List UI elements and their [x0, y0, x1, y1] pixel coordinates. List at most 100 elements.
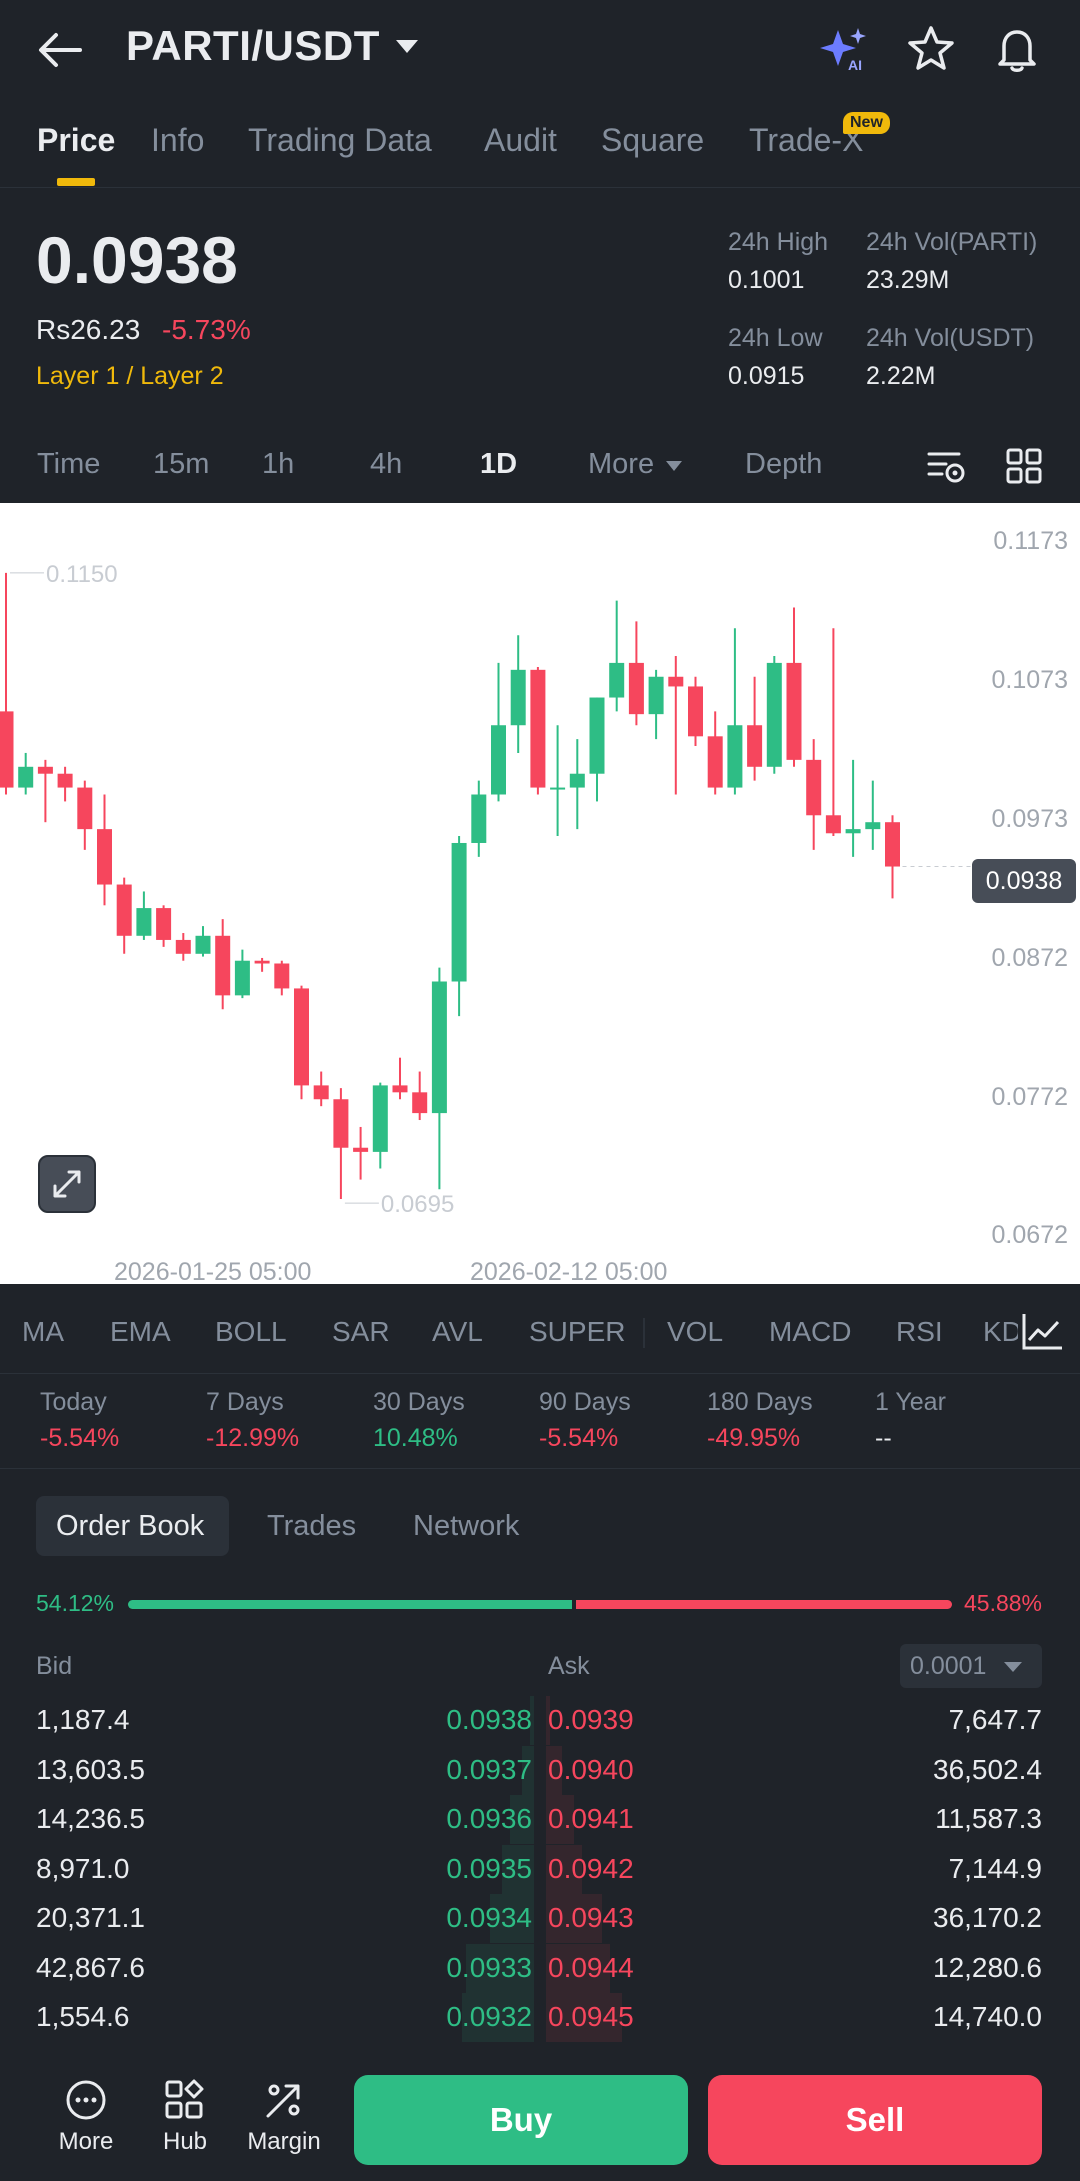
tab-order-book[interactable]: Order Book — [56, 1510, 205, 1542]
bid-depth-bar — [510, 1795, 534, 1844]
candle — [372, 1082, 388, 1169]
tab-info[interactable]: Info — [151, 122, 205, 158]
order-book-row[interactable]: 42,867.6 0.0933 0.0944 12,280.6 — [0, 1943, 1080, 1993]
ask-column-header: Ask — [548, 1652, 590, 1680]
back-arrow-icon[interactable] — [36, 28, 84, 72]
layout-grid-icon[interactable] — [1004, 446, 1044, 486]
perf-value: -12.99% — [206, 1424, 300, 1452]
indicator-rsi[interactable]: RSI — [896, 1316, 943, 1347]
candle — [294, 985, 309, 1100]
perf-value: -5.54% — [40, 1424, 120, 1452]
indicator-macd[interactable]: MACD — [769, 1316, 852, 1347]
candle — [491, 662, 506, 802]
bid-column-header: Bid — [36, 1652, 73, 1680]
tab-square[interactable]: Square — [601, 122, 705, 158]
chart-canvas[interactable]: 0.1150 0.0695 — [0, 503, 1080, 1284]
pair-title[interactable]: PARTI/USDT — [126, 22, 380, 69]
more-dropdown-icon[interactable] — [666, 461, 682, 471]
ai-sparkle-icon[interactable]: AI — [818, 26, 870, 72]
tab-price[interactable]: Price — [37, 122, 116, 158]
candle-body — [0, 711, 14, 788]
interval-depth[interactable]: Depth — [745, 448, 823, 480]
price-tick-label: 0.0973 — [991, 805, 1068, 833]
order-book-row[interactable]: 20,371.1 0.0934 0.0943 36,170.2 — [0, 1894, 1080, 1943]
bid-depth-bar — [502, 1844, 534, 1894]
order-book-row[interactable]: 13,603.5 0.0937 0.0940 36,502.4 — [0, 1745, 1080, 1795]
ask-quantity: 12,280.6 — [933, 1951, 1042, 1983]
margin-icon — [266, 2084, 300, 2118]
chevron-down-icon[interactable] — [1004, 1662, 1022, 1672]
precision-value[interactable]: 0.0001 — [910, 1652, 987, 1680]
order-book-row[interactable]: 8,971.0 0.0935 0.0942 7,144.9 — [0, 1844, 1080, 1894]
order-book-row[interactable]: 1,187.4 0.0938 0.0939 7,647.7 — [0, 1696, 1080, 1745]
candle — [806, 739, 822, 850]
candle — [589, 697, 605, 802]
candle-body — [747, 725, 763, 767]
candle — [885, 815, 900, 899]
indicator-sar[interactable]: SAR — [332, 1316, 390, 1347]
indicator-vol[interactable]: VOL — [667, 1316, 724, 1347]
low-value: 0.0915 — [728, 362, 805, 390]
buy-button[interactable]: Buy — [354, 2075, 688, 2165]
candle-body — [77, 787, 93, 830]
candle — [569, 739, 585, 830]
indicator-ma[interactable]: MA — [22, 1316, 64, 1347]
candle — [530, 667, 546, 795]
hub-button[interactable]: Hub — [140, 2078, 230, 2156]
category-tag[interactable]: Layer 1 / Layer 2 — [36, 362, 224, 390]
candle-body — [195, 935, 211, 954]
candle-body — [412, 1092, 428, 1114]
bell-icon[interactable] — [992, 24, 1042, 74]
bid-depth-bar — [522, 1745, 534, 1795]
indicator-super[interactable]: SUPER — [529, 1316, 626, 1347]
high-label: 24h High — [728, 228, 829, 256]
tab-highlight — [36, 1496, 229, 1556]
margin-button[interactable]: Margin — [239, 2078, 329, 2156]
interval-time[interactable]: Time — [37, 448, 101, 480]
tab-trades[interactable]: Trades — [267, 1510, 357, 1542]
candle — [766, 655, 782, 774]
sell-button[interactable]: Sell — [708, 2075, 1042, 2165]
interval-1d[interactable]: 1D — [480, 448, 518, 480]
tab-network[interactable]: Network — [413, 1510, 520, 1542]
candle-body — [353, 1147, 369, 1152]
candle — [471, 780, 487, 857]
candle — [136, 891, 152, 940]
candlestick-chart[interactable]: 0.1150 0.0695 0.1173 0.1073 0.0973 0.0872… — [0, 503, 1080, 1284]
expand-chart-button[interactable] — [38, 1155, 96, 1213]
low-label: 24h Low — [728, 324, 823, 352]
interval-4h[interactable]: 4h — [370, 448, 403, 480]
indicator-avl[interactable]: AVL — [432, 1316, 483, 1347]
chart-type-icon[interactable] — [1018, 1308, 1066, 1354]
perf-value: 10.48% — [373, 1424, 458, 1452]
interval-15m[interactable]: 15m — [153, 448, 210, 480]
favorite-star-icon[interactable] — [906, 24, 956, 74]
ask-price: 0.0942 — [548, 1852, 634, 1884]
candle-body — [97, 829, 112, 885]
indicator-boll[interactable]: BOLL — [215, 1316, 287, 1347]
tab-trading-data[interactable]: Trading Data — [248, 122, 432, 158]
perf-label: Today — [40, 1388, 107, 1416]
candle — [688, 676, 703, 747]
candle-body — [175, 939, 191, 954]
pair-dropdown-icon[interactable] — [396, 40, 418, 53]
order-book-row[interactable]: 14,236.5 0.0936 0.0941 11,587.3 — [0, 1795, 1080, 1844]
more-button[interactable]: More — [41, 2078, 131, 2156]
hub-icon — [165, 2079, 204, 2119]
candle-body — [688, 686, 703, 737]
interval-more[interactable]: More — [588, 448, 655, 480]
indicator-ema[interactable]: EMA — [110, 1316, 171, 1347]
indicator-kd[interactable]: KD — [983, 1316, 1022, 1347]
high-marker-label: 0.1150 — [46, 561, 118, 588]
tab-audit[interactable]: Audit — [484, 122, 557, 158]
candle-body — [668, 676, 684, 687]
chart-settings-icon[interactable] — [926, 446, 966, 486]
order-book-row[interactable]: 1,554.6 0.0932 0.0945 14,740.0 — [0, 1993, 1080, 2042]
candle-body — [569, 773, 585, 788]
ask-price: 0.0940 — [548, 1753, 634, 1785]
candle — [234, 949, 250, 999]
candle — [274, 960, 290, 996]
interval-1h[interactable]: 1h — [262, 448, 295, 480]
candle — [707, 711, 723, 795]
candle-body — [530, 669, 546, 788]
